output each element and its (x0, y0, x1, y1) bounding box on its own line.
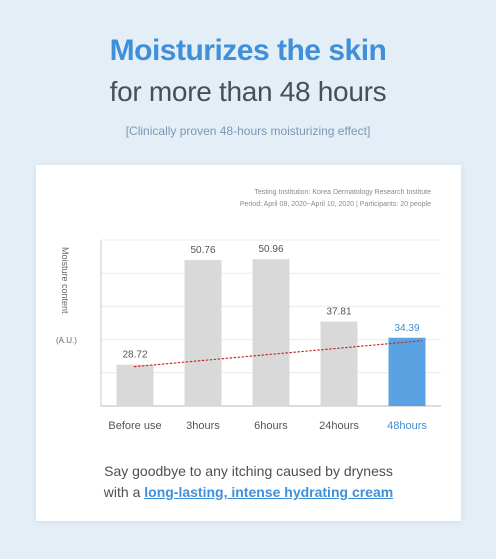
chart-card: Testing Institution: Korea Dermatology R… (36, 165, 461, 521)
bar (320, 321, 358, 406)
trend-line-group (133, 340, 423, 368)
caption-line-2: with a long-lasting, intense hydrating c… (36, 484, 461, 500)
y-axis-label: Moisture content (60, 247, 70, 314)
bar (116, 364, 154, 406)
moisture-bar-chart: 28.72 Before use 50.76 3hours 50.96 6hours 37.… (56, 239, 441, 432)
caption-prefix: with a (103, 484, 145, 500)
bar (252, 259, 290, 406)
trend-line (133, 340, 423, 368)
labels: 28.72 Before use 50.76 3hours 50.96 6hours 37.… (56, 244, 427, 432)
study-info: Testing Institution: Korea Dermatology R… (240, 187, 431, 211)
headline-note: [Clinically proven 48-hours moisturizing… (125, 124, 371, 138)
bar (388, 337, 426, 406)
value-label: 50.76 (190, 245, 215, 256)
headline-subtitle: for more than 48 hours (109, 76, 387, 107)
value-label: 50.96 (258, 244, 283, 255)
bar (184, 260, 222, 406)
category-label: 3hours (186, 420, 220, 432)
value-label: 34.39 (394, 323, 419, 334)
value-label: 28.72 (122, 350, 147, 361)
value-label: 37.81 (326, 307, 351, 318)
category-label: Before use (108, 420, 161, 432)
study-period: Period: April 08, 2020~April 10, 2020 | … (239, 201, 431, 208)
bars (116, 259, 426, 406)
category-label: 24hours (319, 420, 359, 432)
caption-highlight: long-lasting, intense hydrating cream (144, 484, 394, 500)
y-axis-unit: (A.U.) (56, 336, 77, 345)
study-institution: Testing Institution: Korea Dermatology R… (254, 189, 431, 196)
category-label: 48hours (387, 420, 427, 432)
caption-line-1: Say goodbye to any itching caused by dry… (104, 463, 393, 479)
category-label: 6hours (254, 420, 288, 432)
headline-title: Moisturizes the skin (109, 34, 387, 67)
